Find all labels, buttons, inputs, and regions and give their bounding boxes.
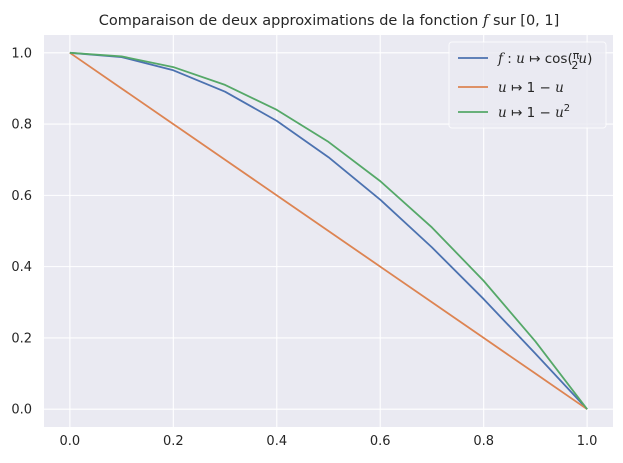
title-interval: [0, 1] bbox=[520, 13, 559, 29]
y-tick-label: 0.8 bbox=[11, 118, 32, 133]
x-tick-label: 0.8 bbox=[473, 434, 494, 449]
y-tick-label: 1.0 bbox=[11, 46, 32, 61]
title-middle: sur bbox=[488, 13, 520, 29]
x-tick-label: 0.6 bbox=[370, 434, 391, 449]
series-line-quadratic bbox=[69, 51, 588, 410]
y-tick-label: 0.2 bbox=[11, 331, 32, 346]
series-lines bbox=[69, 51, 588, 410]
tick-labels: 0.0 0.2 0.4 0.6 0.8 1.0 0.0 0.2 0.4 0.6 0.8 1.0 bbox=[11, 46, 597, 449]
chart-title: Comparaison de deux approximations de la… bbox=[99, 13, 560, 29]
legend-label-linear: u ↦ 1 − u bbox=[498, 80, 564, 96]
x-tick-label: 0.0 bbox=[60, 434, 81, 449]
legend-box bbox=[448, 41, 607, 129]
y-tick-label: 0.0 bbox=[11, 403, 32, 418]
legend: f : u ↦ cos(π 2u) u ↦ 1 − u u ↦ 1 − u2 bbox=[448, 41, 607, 129]
x-tick-label: 0.2 bbox=[163, 434, 184, 449]
series-line-linear bbox=[69, 52, 588, 410]
x-tick-label: 0.4 bbox=[266, 434, 287, 449]
legend-label-cos: f : u ↦ cos(π 2u) bbox=[497, 49, 592, 72]
x-tick-label: 1.0 bbox=[577, 434, 598, 449]
y-tick-label: 0.6 bbox=[11, 189, 32, 204]
title-var: f bbox=[482, 13, 491, 29]
legend-label-quadratic: u ↦ 1 − u2 bbox=[498, 103, 570, 121]
y-tick-label: 0.4 bbox=[11, 260, 32, 275]
title-prefix: Comparaison de deux approximations de la… bbox=[99, 13, 483, 29]
series-line-cos bbox=[69, 51, 588, 410]
